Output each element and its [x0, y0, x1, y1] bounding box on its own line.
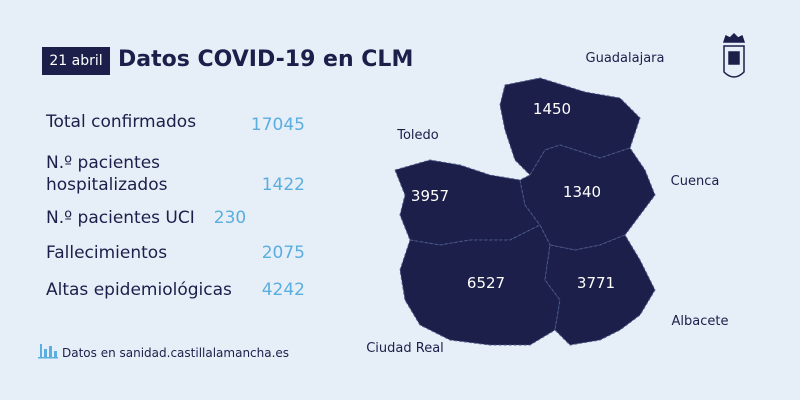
stat-label: Altas epidemiológicas [46, 280, 232, 300]
region-name: Guadalajara [586, 51, 665, 66]
region-value: 3957 [411, 187, 449, 205]
region-cuenca [519, 144, 656, 251]
stat-value: 2075 [261, 243, 305, 263]
title: Datos COVID-19 en CLM [118, 47, 414, 72]
region-value: 6527 [467, 274, 505, 292]
stat-value: 1422 [261, 175, 305, 195]
stat-label: Fallecimientos [46, 243, 168, 263]
date-badge: 21 abril [42, 47, 110, 75]
footer-icon [38, 344, 58, 359]
region-name: Toledo [396, 128, 439, 143]
stat-label: Total confirmados [46, 112, 197, 132]
region-albacete [544, 234, 656, 346]
region-name: Ciudad Real [366, 341, 444, 356]
region-value: 1340 [563, 183, 601, 201]
region-value: 3771 [577, 274, 615, 292]
footer-text: Datos en sanidad.castillalamancha.es [62, 346, 290, 360]
region-value: 1450 [533, 100, 571, 118]
region-name: Albacete [672, 314, 729, 329]
stat-label: N.º pacientes hospitalizados [46, 153, 168, 195]
stat-value: 17045 [250, 115, 305, 135]
stat-value: 4242 [261, 280, 305, 300]
stat-label: N.º pacientes UCI [46, 208, 195, 228]
coat-of-arms [722, 32, 746, 78]
stat-value: 230 [213, 208, 247, 228]
region-name: Cuenca [671, 174, 720, 189]
